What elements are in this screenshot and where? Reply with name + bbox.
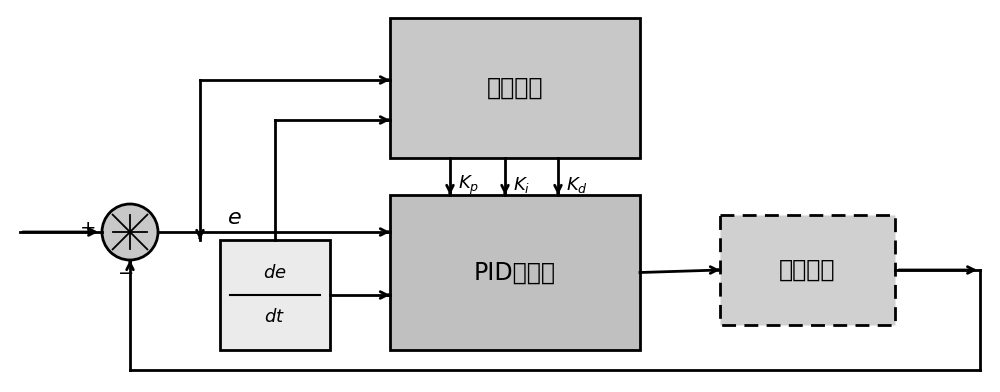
Circle shape [102, 204, 158, 260]
Text: +: + [80, 218, 96, 238]
Text: $K_d$: $K_d$ [566, 175, 588, 195]
Text: 控制对象: 控制对象 [779, 258, 836, 282]
Text: PID控制器: PID控制器 [474, 261, 556, 285]
Bar [720, 215, 895, 325]
Text: $dt$: $dt$ [264, 308, 286, 326]
Bar [390, 195, 640, 350]
Text: $K_i$: $K_i$ [513, 175, 530, 195]
Bar [220, 240, 330, 350]
Bar [390, 18, 640, 158]
Text: −: − [118, 265, 134, 283]
Text: $de$: $de$ [263, 264, 287, 282]
Text: e: e [228, 208, 242, 228]
Text: $K_p$: $K_p$ [458, 173, 479, 197]
Text: 模糊整定: 模糊整定 [487, 76, 543, 100]
